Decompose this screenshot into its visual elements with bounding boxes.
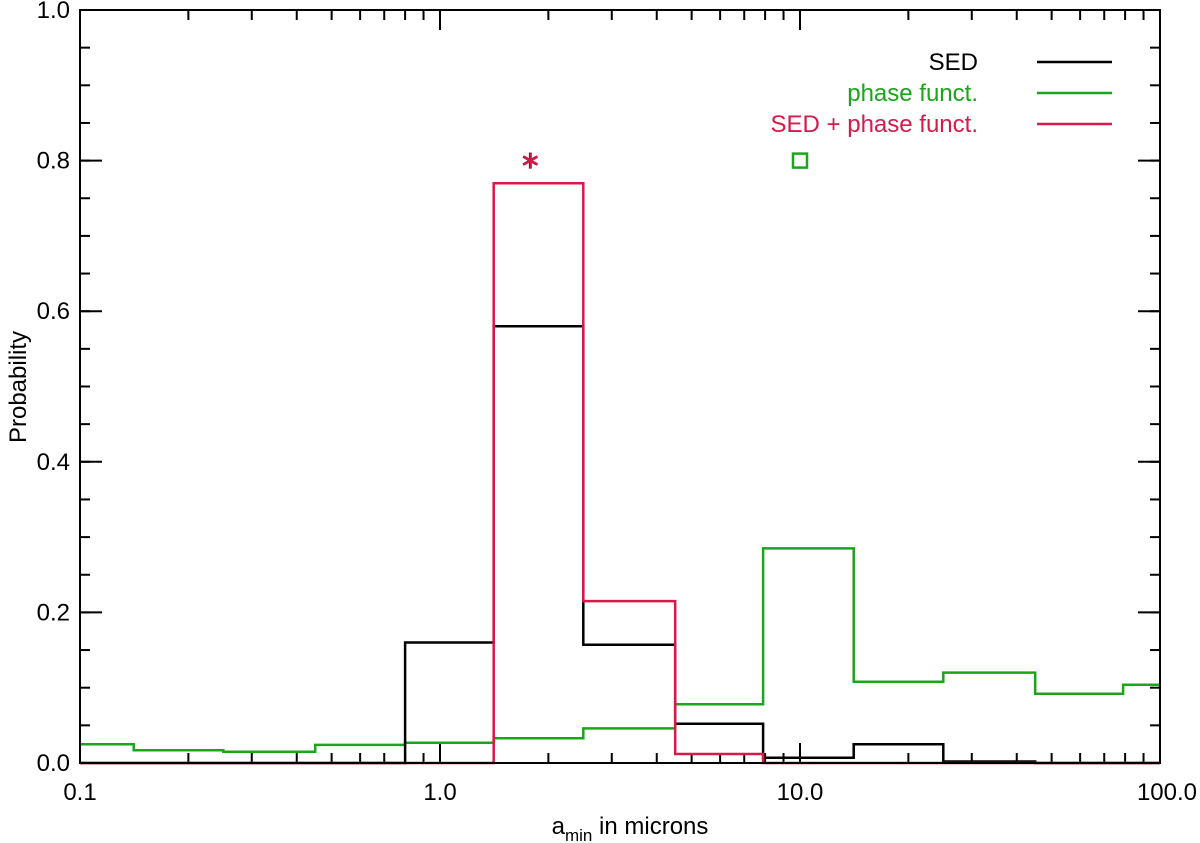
x-axis-label-sub: min [565, 826, 592, 843]
marker-layer [522, 152, 809, 169]
legend-entry: SED + phase funct. [771, 111, 1112, 138]
y-axis-label: Probability [5, 331, 32, 443]
series-line [80, 325, 1160, 765]
x-axis-label: amin in microns [552, 813, 709, 843]
y-tick-label: 0.2 [37, 599, 70, 626]
y-tick-label: 0.6 [37, 298, 70, 325]
x-tick-label: 0.1 [63, 779, 96, 806]
legend-label: SED + phase funct. [771, 111, 978, 138]
tick-labels: 0.1 1.0 10.0 100.0 0.0 0.2 0.4 0.6 0.8 1.0 [37, 0, 1197, 806]
axis-ticks [79, 9, 1161, 764]
series-line [80, 181, 1160, 765]
legend-label: SED [929, 49, 978, 76]
x-tick-label: 1.0 [423, 779, 456, 806]
legend-entry: phase funct. [847, 80, 1112, 107]
square-marker [791, 152, 809, 169]
x-tick-label: 100.0 [1137, 779, 1197, 806]
x-tick-label: 10.0 [777, 779, 824, 806]
series-line [80, 547, 1160, 753]
y-tick-label: 1.0 [37, 0, 70, 24]
x-axis-label-rest: in microns [592, 813, 708, 840]
asterisk-stroke [523, 155, 539, 166]
plot-frame [79, 9, 1161, 764]
legend-entry: SED [929, 49, 1112, 76]
y-tick-label: 0.4 [37, 449, 70, 476]
asterisk-marker [523, 152, 539, 169]
y-tick-label: 0.8 [37, 148, 70, 175]
legend-label: phase funct. [847, 80, 978, 107]
legend: SED phase funct. SED + phase funct. [771, 49, 1112, 138]
y-tick-label: 0.0 [37, 750, 70, 777]
x-axis-label-main: a [552, 813, 566, 840]
series-layer [80, 181, 1160, 765]
